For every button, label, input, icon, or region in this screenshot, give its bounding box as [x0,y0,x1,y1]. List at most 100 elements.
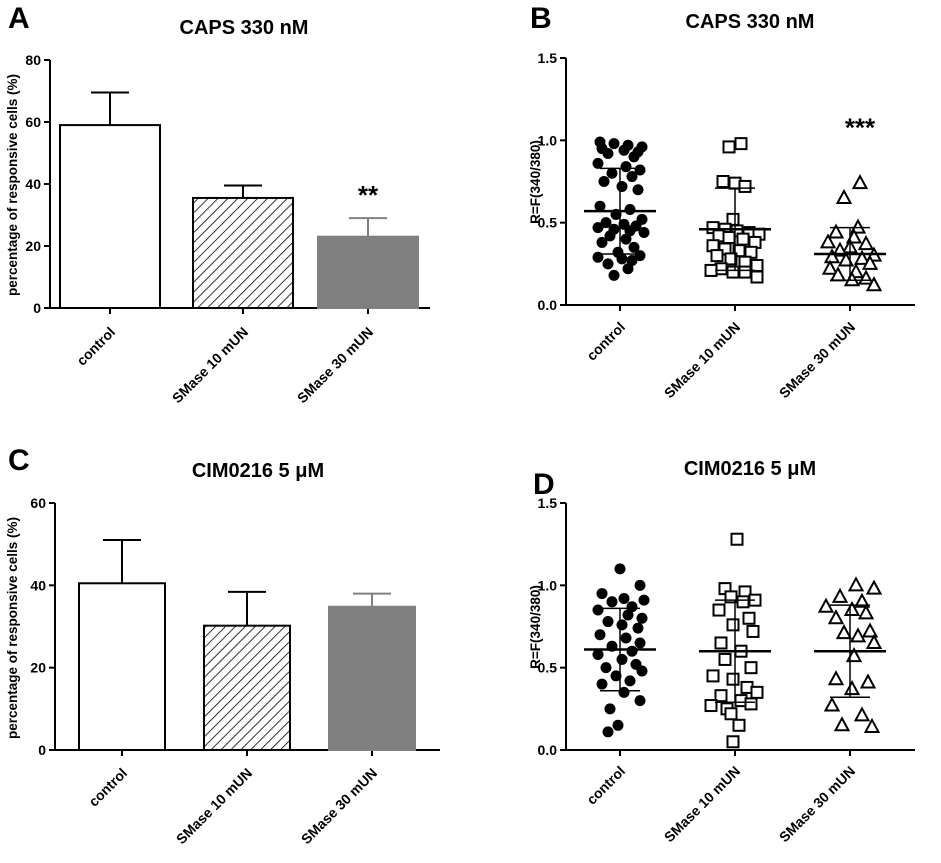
data-point [736,595,750,609]
data-point [861,622,879,638]
data-point [718,652,732,666]
y-axis-label: percentage of responsive cells (%) [5,74,20,296]
data-point [616,180,628,192]
x-tick-label: SMase 30 mUN [298,765,380,847]
panel-a: A CAPS 330 nM percentage of responsive c… [5,2,430,406]
plot-area: 0 20 40 60 control SMase 10 mUN SMase 30 mUN [30,495,440,847]
data-point [835,623,853,640]
data-point [847,576,865,592]
data-point [626,645,638,657]
data-point [620,632,632,644]
data-point [612,719,624,731]
panel-c: C CIM0216 5 μM percentage of responsive … [5,444,440,847]
x-tick-label: SMase 30 mUN [294,324,376,406]
data-point [616,253,628,265]
data-point [638,227,650,239]
data-point [859,673,877,689]
chart-title: CAPS 330 nM [180,17,309,39]
data-point [620,233,632,245]
data-point [738,179,752,193]
data-point [608,269,620,281]
data-point [596,236,608,248]
data-point [634,637,646,649]
data-point [622,263,634,275]
data-point [851,174,869,190]
significance-label: ** [358,180,379,210]
data-point [628,241,640,253]
data-point [843,679,861,696]
data-point [744,661,758,675]
data-point [750,270,764,284]
bar [78,582,166,752]
data-point [732,718,746,732]
data-point [592,604,604,616]
data-point [602,616,614,628]
data-point [724,252,738,266]
data-point [592,648,604,660]
data-point [865,276,883,292]
data-point [636,612,648,624]
data-point [823,696,841,712]
data-point [726,265,740,279]
data-point [596,678,608,690]
data-point [712,603,726,617]
y-axis-label: R=F(340/380) [528,140,543,224]
data-point [833,716,851,732]
y-axis-label: percentage of responsive cells (%) [5,517,20,739]
data-point [620,161,632,173]
data-point [616,619,628,631]
data-point [734,137,748,151]
data-point [827,609,845,625]
data-point [819,233,837,249]
plot-area: 0.0 0.5 1.0 1.5 control SMase 10 mUN SMase 30 … [538,495,915,845]
data-point [750,258,764,272]
x-tick-label: SMase 10 mUN [169,324,251,406]
data-point [626,601,638,613]
y-tick-label: 0.0 [538,742,558,758]
bar [328,605,416,751]
data-point [724,707,738,721]
data-point [710,249,724,263]
data-point [716,175,730,188]
y-tick-label: 0.5 [538,215,558,231]
data-point [744,697,758,711]
chart-title: CIM0216 5 μM [684,458,816,480]
data-point [604,230,616,242]
y-tick-label: 20 [30,660,46,676]
data-point [750,685,764,699]
data-point [726,672,740,686]
data-point [714,636,728,650]
data-point [618,593,630,605]
data-point [632,622,644,634]
data-point [622,609,634,621]
bar [59,124,161,309]
data-point [726,735,740,749]
data-point [865,579,883,595]
data-point [738,265,752,279]
data-point [606,167,618,179]
data-point [602,258,614,270]
data-point [714,689,728,703]
chart-title: CAPS 330 nM [686,11,815,33]
data-point [636,665,648,677]
x-tick-label: SMase 10 mUN [661,319,743,401]
data-point [624,203,636,215]
data-point [817,597,835,613]
data-point [843,271,861,287]
y-tick-label: 1.5 [538,50,558,66]
y-tick-label: 60 [25,114,41,130]
x-tick-label: SMase 10 mUN [173,765,255,847]
y-tick-label: 0 [38,742,46,758]
x-tick-label: control [583,319,628,364]
y-tick-label: 40 [25,176,41,192]
data-point [736,232,750,246]
data-point [598,176,610,187]
data-point [726,618,740,632]
data-point [746,624,760,638]
y-tick-label: 1.0 [538,577,558,593]
panel-label: A [8,2,30,35]
chart-title: CIM0216 5 μM [192,460,324,482]
x-tick-label: SMase 30 mUN [776,319,858,401]
data-point [861,254,879,270]
data-point [821,259,839,275]
